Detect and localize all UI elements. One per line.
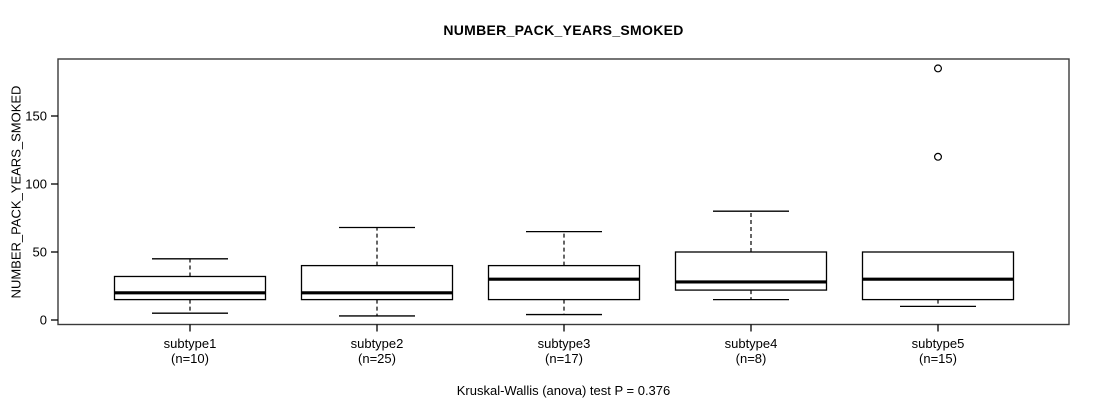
x-category-label: subtype1	[164, 336, 217, 351]
iqr-box-subtype4	[674, 251, 828, 291]
iqr-box-subtype1	[113, 275, 267, 301]
y-tick-label: 50	[33, 245, 47, 260]
x-category-n-label: (n=25)	[358, 351, 396, 366]
x-category-n-label: (n=8)	[736, 351, 767, 366]
iqr-box-subtype5	[861, 251, 1015, 301]
y-tick-label: 150	[25, 109, 47, 124]
iqr-box-subtype3	[487, 264, 641, 301]
x-category-n-label: (n=15)	[919, 351, 957, 366]
y-tick-label: 100	[25, 177, 47, 192]
outlier-point-subtype5	[933, 64, 942, 73]
chart-title: NUMBER_PACK_YEARS_SMOKED	[443, 22, 684, 38]
x-category-label: subtype3	[538, 336, 591, 351]
outlier-point-subtype5	[933, 152, 942, 161]
kruskal-wallis-note: Kruskal-Wallis (anova) test P = 0.376	[456, 383, 671, 398]
x-category-n-label: (n=10)	[171, 351, 209, 366]
x-category-label: subtype5	[912, 336, 965, 351]
iqr-box-subtype2	[300, 264, 454, 301]
x-category-label: subtype2	[351, 336, 404, 351]
x-category-label: subtype4	[725, 336, 778, 351]
y-tick-label: 0	[40, 313, 47, 328]
x-category-n-label: (n=17)	[545, 351, 583, 366]
